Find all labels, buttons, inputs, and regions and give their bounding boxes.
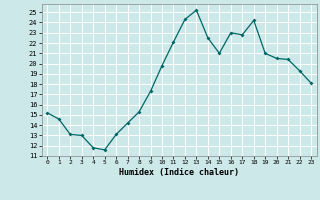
X-axis label: Humidex (Indice chaleur): Humidex (Indice chaleur) xyxy=(119,168,239,177)
